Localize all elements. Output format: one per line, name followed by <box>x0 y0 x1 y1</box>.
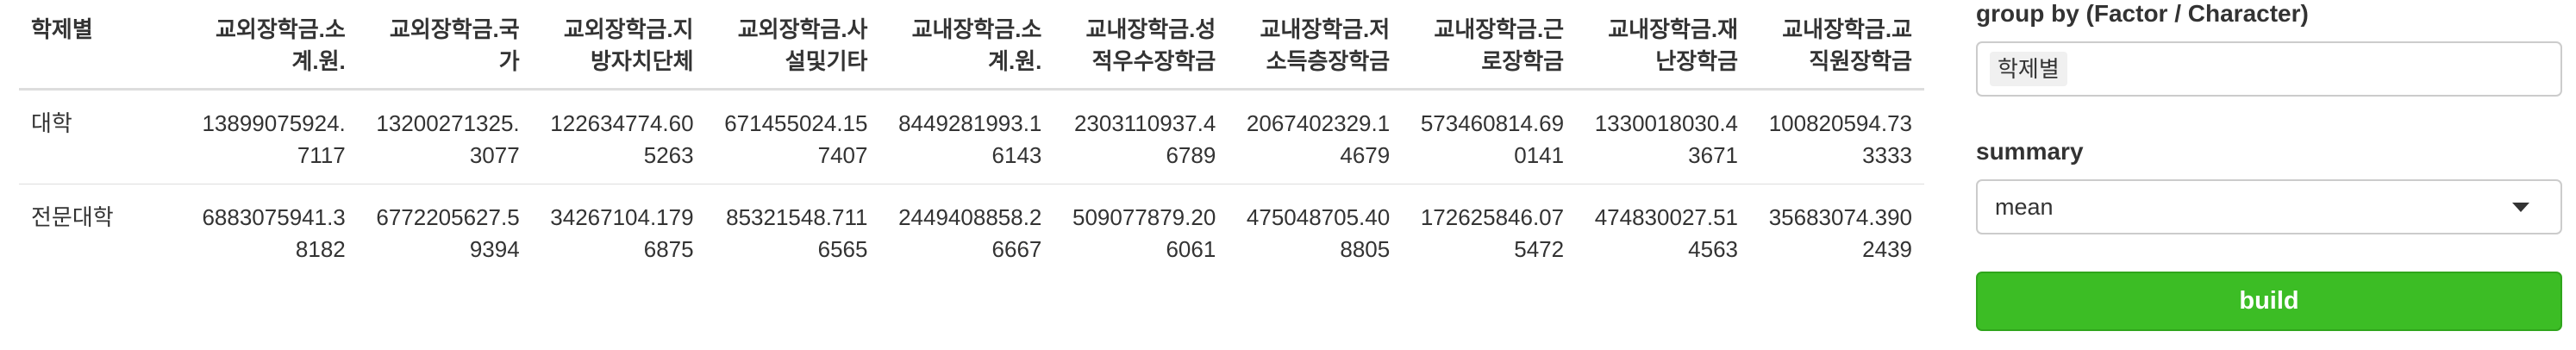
summary-table-container: 학제별 교외장학금.소계.원. 교외장학금.국가 교외장학금.지방자치단체 교외… <box>19 0 1924 278</box>
table-cell: 2067402329.14679 <box>1246 110 1391 168</box>
column-header: 교내장학금.근로장학금 <box>1402 0 1577 91</box>
column-header: 교외장학금.사설및기타 <box>705 0 880 91</box>
header-row: 학제별 교외장학금.소계.원. 교외장학금.국가 교외장학금.지방자치단체 교외… <box>19 0 1924 91</box>
column-header: 학제별 <box>19 0 184 91</box>
table-cell: 573460814.690141 <box>1420 110 1565 168</box>
table-cell: 475048705.408805 <box>1228 184 1403 278</box>
group-by-label: group by (Factor / Character) <box>1976 0 2309 27</box>
summary-table: 학제별 교외장학금.소계.원. 교외장학금.국가 교외장학금.지방자치단체 교외… <box>19 0 1924 278</box>
column-header: 교내장학금.소계.원. <box>879 0 1054 91</box>
group-by-selected-chip[interactable]: 학제별 <box>1990 52 2067 86</box>
table-cell: 13200271325.3077 <box>376 110 520 168</box>
table-row: 대학 13899075924.7117 13200271325.3077 122… <box>19 90 1924 184</box>
table-cell: 172625846.075472 <box>1402 184 1577 278</box>
summary-label: summary <box>1976 138 2084 165</box>
table-body: 대학 13899075924.7117 13200271325.3077 122… <box>19 90 1924 278</box>
table-cell: 2449408858.26667 <box>879 184 1054 278</box>
table-cell: 전문대학 <box>19 184 184 278</box>
summary-selected-value: mean <box>1995 194 2054 220</box>
table-cell: 6883075941.38182 <box>183 184 358 278</box>
group-by-input[interactable]: 학제별 <box>1976 41 2562 97</box>
build-button[interactable]: build <box>1976 272 2562 331</box>
table-cell: 35683074.3902439 <box>1750 184 1924 278</box>
table-cell: 1330018030.43671 <box>1594 110 1739 168</box>
table-cell: 671455024.157407 <box>724 110 868 168</box>
table-header: 학제별 교외장학금.소계.원. 교외장학금.국가 교외장학금.지방자치단체 교외… <box>19 0 1924 91</box>
table-cell: 474830027.514563 <box>1576 184 1751 278</box>
column-header: 교내장학금.재난장학금 <box>1576 0 1751 91</box>
table-row: 전문대학 6883075941.38182 6772205627.59394 3… <box>19 184 1924 278</box>
caret-down-icon[interactable] <box>2512 203 2529 212</box>
table-cell: 34267104.1796875 <box>531 184 706 278</box>
column-header: 교내장학금.성적우수장학금 <box>1054 0 1229 91</box>
table-cell: 85321548.7116565 <box>705 184 880 278</box>
column-header: 교외장학금.소계.원. <box>183 0 358 91</box>
table-cell: 2303110937.46789 <box>1073 110 1216 168</box>
table-cell: 509077879.206061 <box>1054 184 1229 278</box>
table-cell: 대학 <box>31 110 72 136</box>
summary-select[interactable]: mean <box>1976 179 2562 234</box>
table-cell: 13899075924.7117 <box>202 110 346 168</box>
table-cell: 8449281993.16143 <box>898 110 1042 168</box>
table-cell: 122634774.605263 <box>550 110 694 168</box>
column-header: 교외장학금.지방자치단체 <box>531 0 706 91</box>
column-header: 교외장학금.국가 <box>357 0 532 91</box>
column-header: 교내장학금.교직원장학금 <box>1750 0 1924 91</box>
column-header: 교내장학금.저소득층장학금 <box>1228 0 1403 91</box>
table-cell: 100820594.733333 <box>1768 110 1912 168</box>
table-cell: 6772205627.59394 <box>357 184 532 278</box>
